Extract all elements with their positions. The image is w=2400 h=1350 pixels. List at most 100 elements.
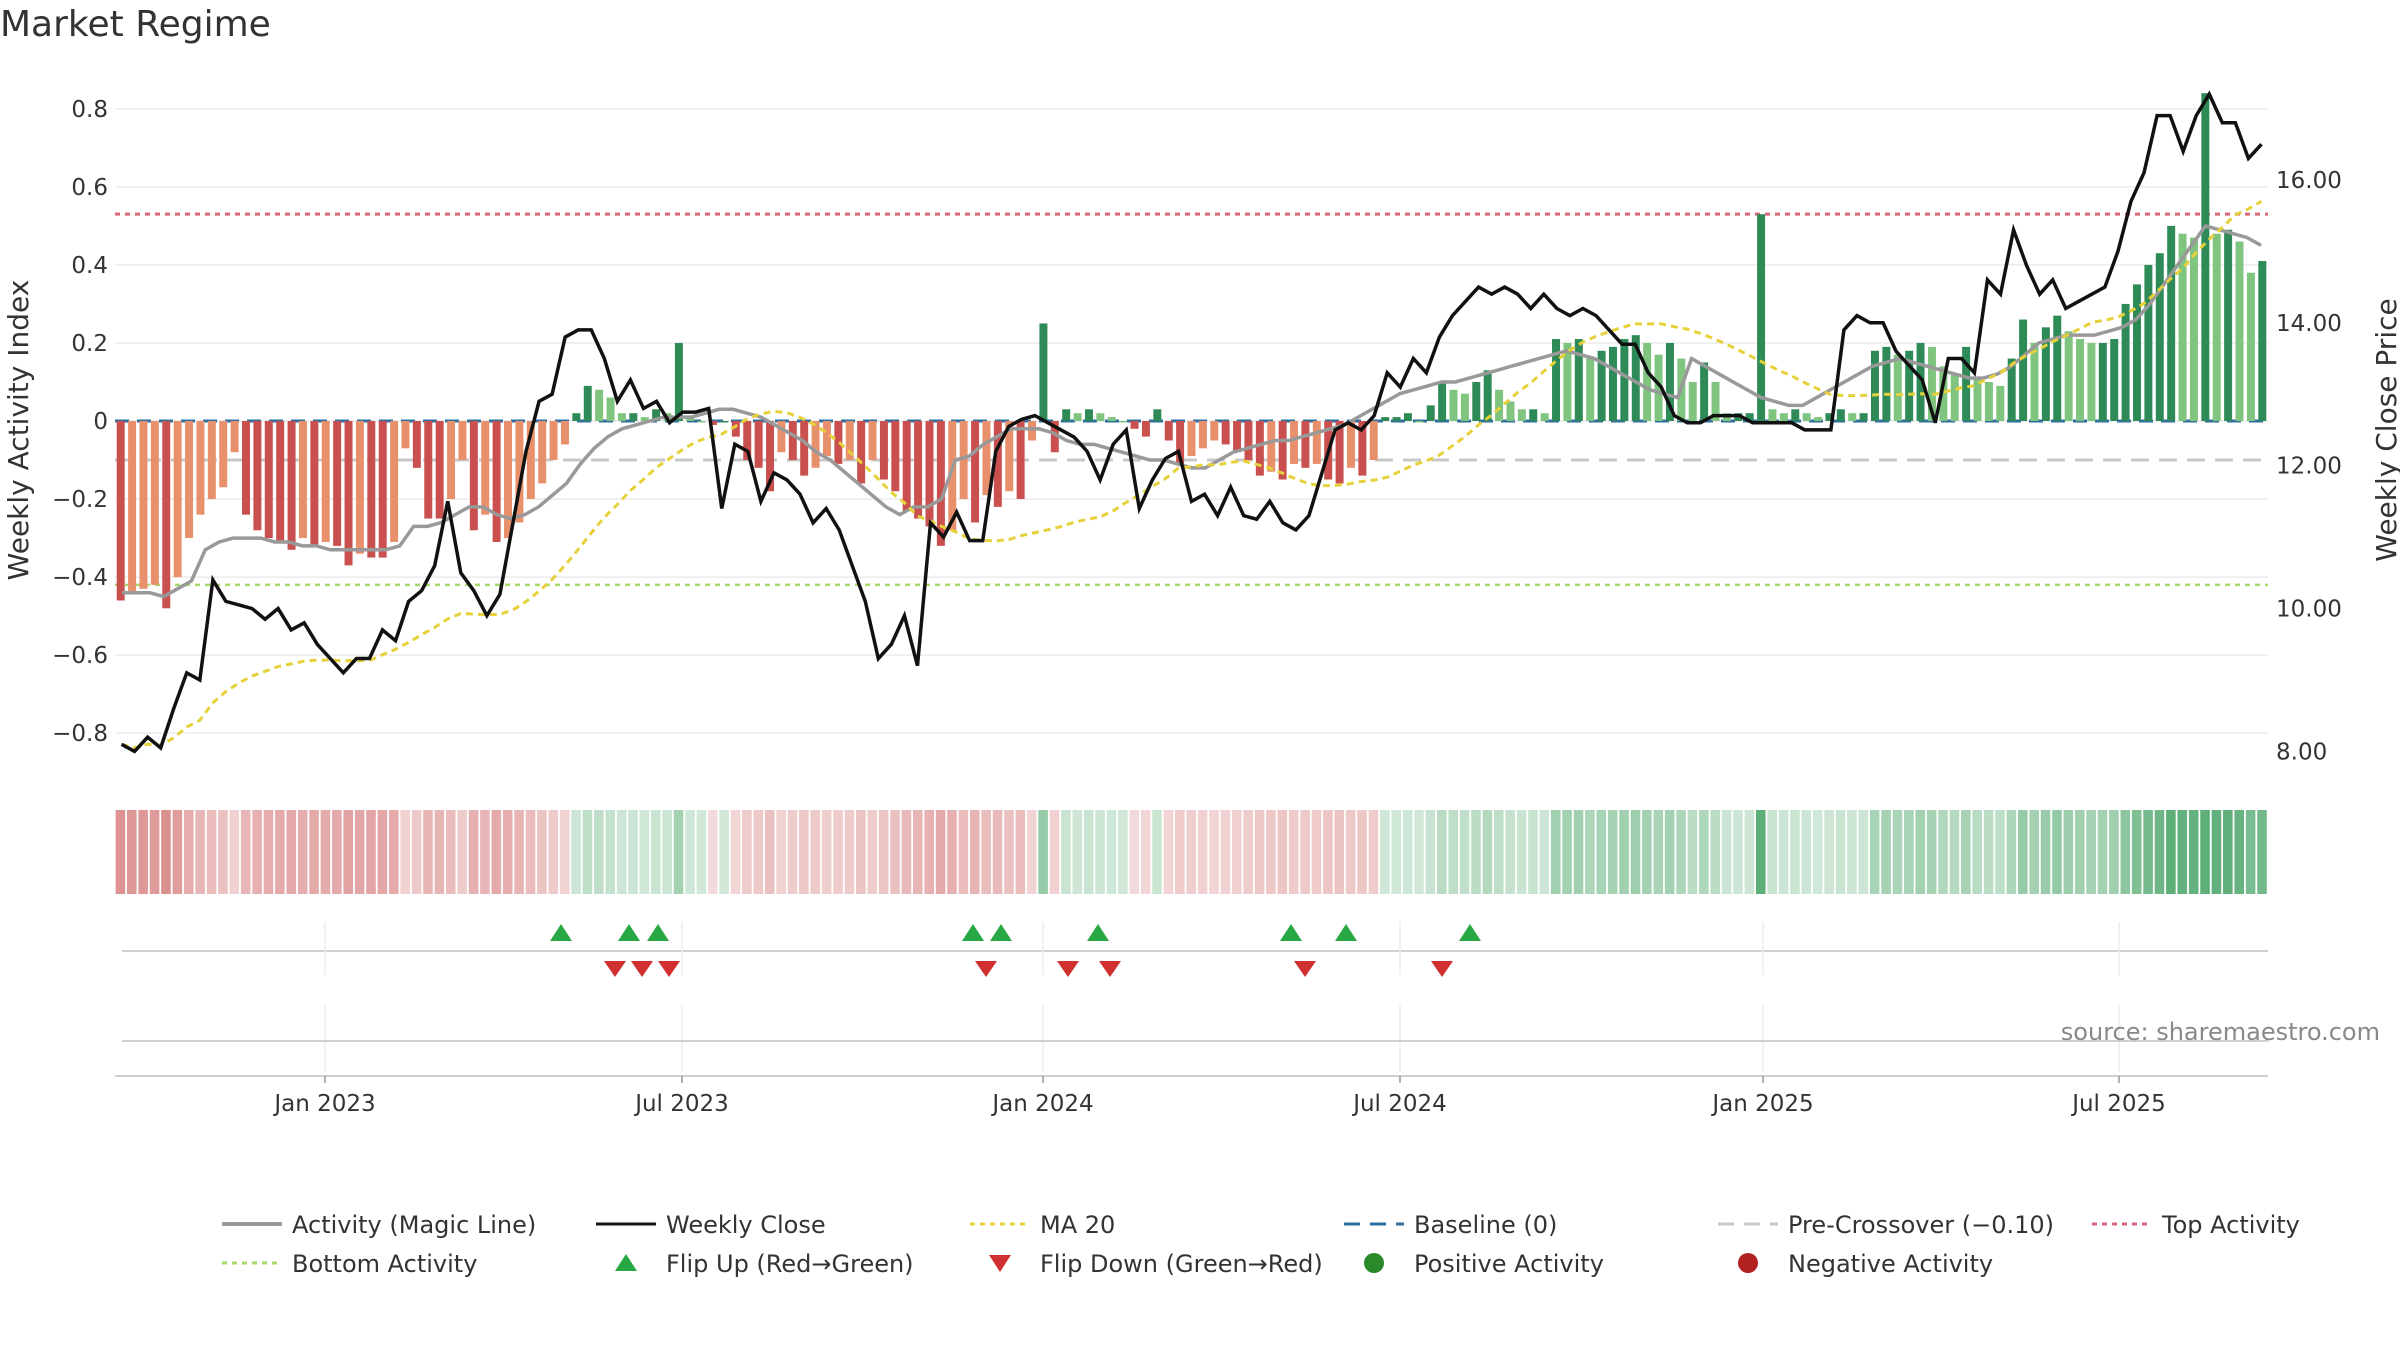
activity-bar <box>1301 421 1310 468</box>
y-axis-label: Weekly Activity Index <box>2 280 35 581</box>
regime-cell <box>1163 810 1174 894</box>
regime-cell <box>1049 810 1060 894</box>
legend-label: Top Activity <box>2161 1211 2300 1239</box>
activity-bar <box>2258 261 2267 421</box>
regime-cell <box>992 810 1003 894</box>
activity-bar <box>2098 342 2107 421</box>
activity-bar <box>504 421 512 539</box>
activity-bar <box>1631 335 1640 421</box>
regime-cell <box>2006 810 2017 894</box>
regime-cell <box>1733 810 1743 894</box>
regime-cell <box>1288 810 1299 894</box>
activity-bar <box>1552 339 1561 421</box>
regime-cell <box>1231 810 1242 894</box>
regime-cell <box>1380 810 1390 894</box>
x-tick-label: Jan 2025 <box>1710 1091 1813 1117</box>
activity-bar <box>310 421 319 546</box>
regime-cell <box>183 810 194 894</box>
regime-cell <box>1140 810 1151 894</box>
activity-bar <box>709 421 718 425</box>
regime-cell <box>1596 810 1607 894</box>
regime-cell <box>1493 810 1504 894</box>
activity-bar <box>1073 413 1082 421</box>
regime-cell <box>890 810 900 894</box>
regime-cell <box>719 810 729 894</box>
activity-bar <box>743 421 752 461</box>
activity-bar <box>1779 413 1788 421</box>
activity-bar <box>2007 358 2016 421</box>
legend-item: Activity (Magic Line) <box>222 1211 536 1239</box>
regime-cell <box>1915 810 1926 894</box>
activity-bar <box>1745 413 1754 421</box>
x-axis: Jan 2023 Jul 2023 Jan 2024 Jul 2024 Jan 2025… <box>272 1076 2166 1117</box>
regime-cell <box>1642 810 1652 894</box>
activity-bar <box>1449 389 1458 421</box>
activity-bar <box>720 421 729 423</box>
activity-bar <box>2064 331 2073 421</box>
regime-cell <box>1573 810 1584 894</box>
regime-cell <box>1334 810 1345 894</box>
regime-cell <box>1892 810 1903 894</box>
regime-cell <box>1323 810 1333 894</box>
regime-cell <box>1550 810 1561 894</box>
regime-cell <box>856 810 866 894</box>
activity-bar <box>1802 413 1811 421</box>
regime-cell <box>1061 810 1071 894</box>
activity-bar <box>2212 233 2221 421</box>
activity-bar <box>526 421 535 500</box>
regime-cell <box>844 810 855 894</box>
regime-cell <box>411 810 422 894</box>
flip-up-marker <box>1087 924 1109 941</box>
activity-bar <box>891 421 900 492</box>
activity-bar <box>481 421 490 515</box>
y2-tick-label: 8.00 <box>2276 739 2327 765</box>
activity-bar <box>1620 339 1629 421</box>
regime-cell <box>958 810 969 894</box>
y2-tick-label: 16.00 <box>2276 168 2342 194</box>
flip-up-marker <box>1459 924 1481 941</box>
flip-up-marker <box>1335 924 1357 941</box>
activity-bar <box>1962 346 1971 421</box>
activity-bar <box>1062 409 1071 421</box>
regime-cell <box>2120 810 2131 894</box>
activity-bar <box>1005 421 1014 492</box>
regime-cell <box>1209 810 1219 894</box>
activity-bar <box>606 397 615 421</box>
regime-cell <box>1402 810 1413 894</box>
legend-label: MA 20 <box>1040 1211 1115 1239</box>
activity-bar <box>1506 401 1515 421</box>
legend: Activity (Magic Line) Weekly Close MA 20 Ba… <box>222 1211 2300 1278</box>
activity-bar <box>196 421 205 515</box>
regime-cell <box>685 810 695 894</box>
activity-bar <box>754 421 763 468</box>
regime-cell <box>1835 810 1846 894</box>
activity-bar <box>424 421 433 519</box>
activity-bar <box>1711 381 1720 421</box>
series-lines <box>120 90 2263 754</box>
flip-up-marker <box>618 924 640 941</box>
regime-cell <box>1812 810 1823 894</box>
activity-bar <box>788 421 797 461</box>
regime-cell <box>1083 810 1094 894</box>
activity-bar <box>1415 421 1424 423</box>
regime-cell <box>1072 810 1083 894</box>
regime-cell <box>2074 810 2085 894</box>
regime-cell <box>115 810 126 894</box>
activity-bar <box>629 413 638 421</box>
legend-item: Weekly Close <box>596 1211 826 1239</box>
regime-cell <box>2143 810 2153 894</box>
activity-bar <box>1825 413 1834 421</box>
regime-cell <box>1972 810 1983 894</box>
regime-cell <box>286 810 297 894</box>
regime-cell <box>696 810 707 894</box>
activity-bar <box>1540 413 1549 421</box>
empty-bottom-panel <box>115 1005 2268 1077</box>
regime-cell <box>1254 810 1265 894</box>
regime-cell <box>1778 810 1789 894</box>
activity-bar <box>355 421 364 554</box>
activity-bar <box>2076 339 2085 421</box>
activity-bar <box>2110 339 2119 421</box>
y2-tick-label: 12.00 <box>2276 454 2342 480</box>
activity-bar <box>2201 93 2210 421</box>
regime-cell <box>400 810 410 894</box>
